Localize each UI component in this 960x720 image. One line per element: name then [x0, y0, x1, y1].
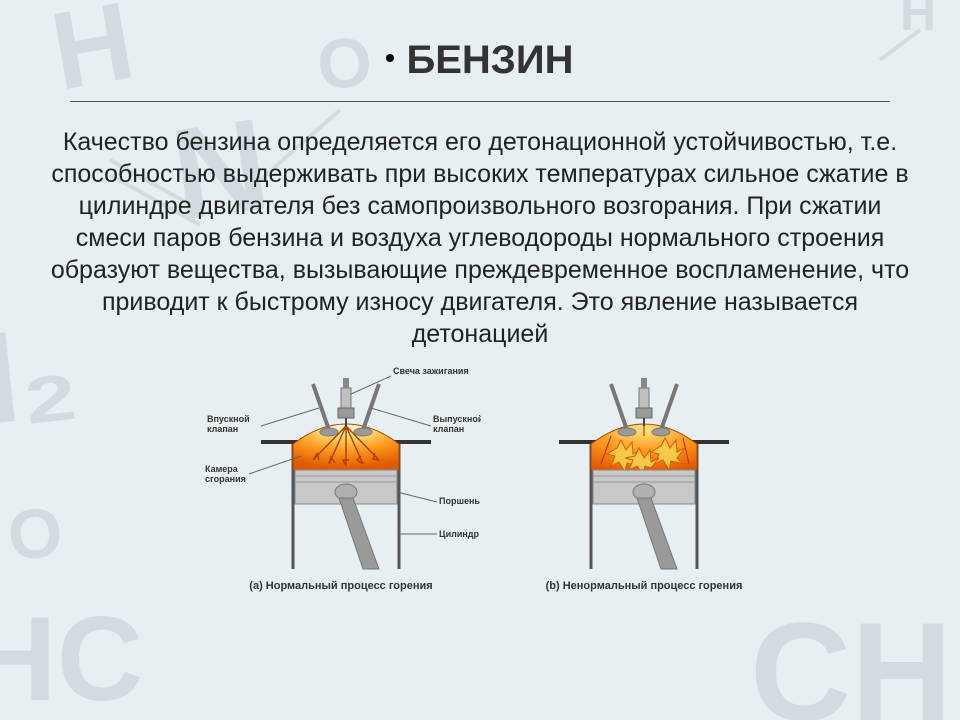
- page-title: БЕНЗИН: [0, 38, 960, 83]
- body-paragraph: Качество бензина определяется его детона…: [50, 126, 910, 350]
- slide-content: БЕНЗИН Качество бензина определяется его…: [0, 0, 960, 720]
- caption-b: (b) Ненормальный процесс горения: [529, 580, 759, 592]
- title-text: БЕНЗИН: [406, 38, 573, 82]
- diagram-normal: Свеча зажигания Впускнойклапан Выпускной…: [201, 364, 481, 592]
- label-combustion-chamber: Камерасгорания: [205, 464, 246, 484]
- engine-diagram-b: [529, 364, 759, 574]
- title-bullet-icon: [386, 54, 394, 62]
- label-spark-plug: Свеча зажигания: [393, 366, 469, 376]
- title-underline: [70, 101, 890, 102]
- label-intake-valve: Впускнойклапан: [207, 414, 250, 434]
- diagram-abnormal: (b) Ненормальный процесс горения: [529, 364, 759, 592]
- diagrams-row: Свеча зажигания Впускнойклапан Выпускной…: [0, 364, 960, 592]
- engine-diagram-a: Свеча зажигания Впускнойклапан Выпускной…: [201, 364, 481, 574]
- label-cylinder: Цилиндр: [439, 529, 480, 539]
- caption-a: (а) Нормальный процесс горения: [201, 580, 481, 592]
- label-piston: Поршень: [439, 496, 480, 506]
- label-exhaust-valve: Выпускнойклапан: [433, 414, 481, 434]
